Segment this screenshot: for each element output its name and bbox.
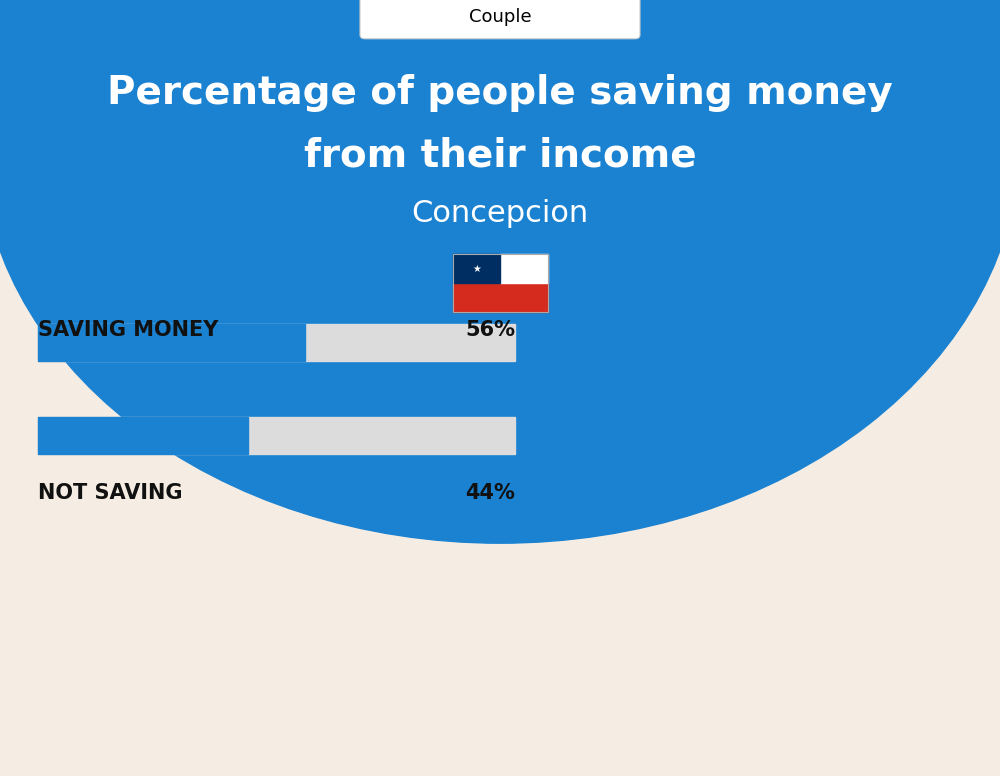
Text: NOT SAVING: NOT SAVING <box>38 483 182 503</box>
Bar <box>38 324 305 361</box>
Bar <box>452 283 548 312</box>
Bar <box>452 255 548 312</box>
Bar <box>38 324 515 361</box>
Text: 44%: 44% <box>465 483 515 503</box>
Text: SAVING MONEY: SAVING MONEY <box>38 320 218 340</box>
Text: from their income: from their income <box>304 137 696 174</box>
Circle shape <box>0 0 1000 543</box>
Bar <box>38 417 515 454</box>
Bar <box>0 0 1000 140</box>
Text: 56%: 56% <box>465 320 515 340</box>
Bar <box>452 255 500 283</box>
FancyBboxPatch shape <box>360 0 640 39</box>
Text: Couple: Couple <box>469 9 531 26</box>
Text: Concepcion: Concepcion <box>411 199 589 228</box>
Text: Percentage of people saving money: Percentage of people saving money <box>107 74 893 112</box>
Bar <box>38 417 248 454</box>
Text: ★: ★ <box>472 264 481 274</box>
Bar <box>500 255 548 283</box>
